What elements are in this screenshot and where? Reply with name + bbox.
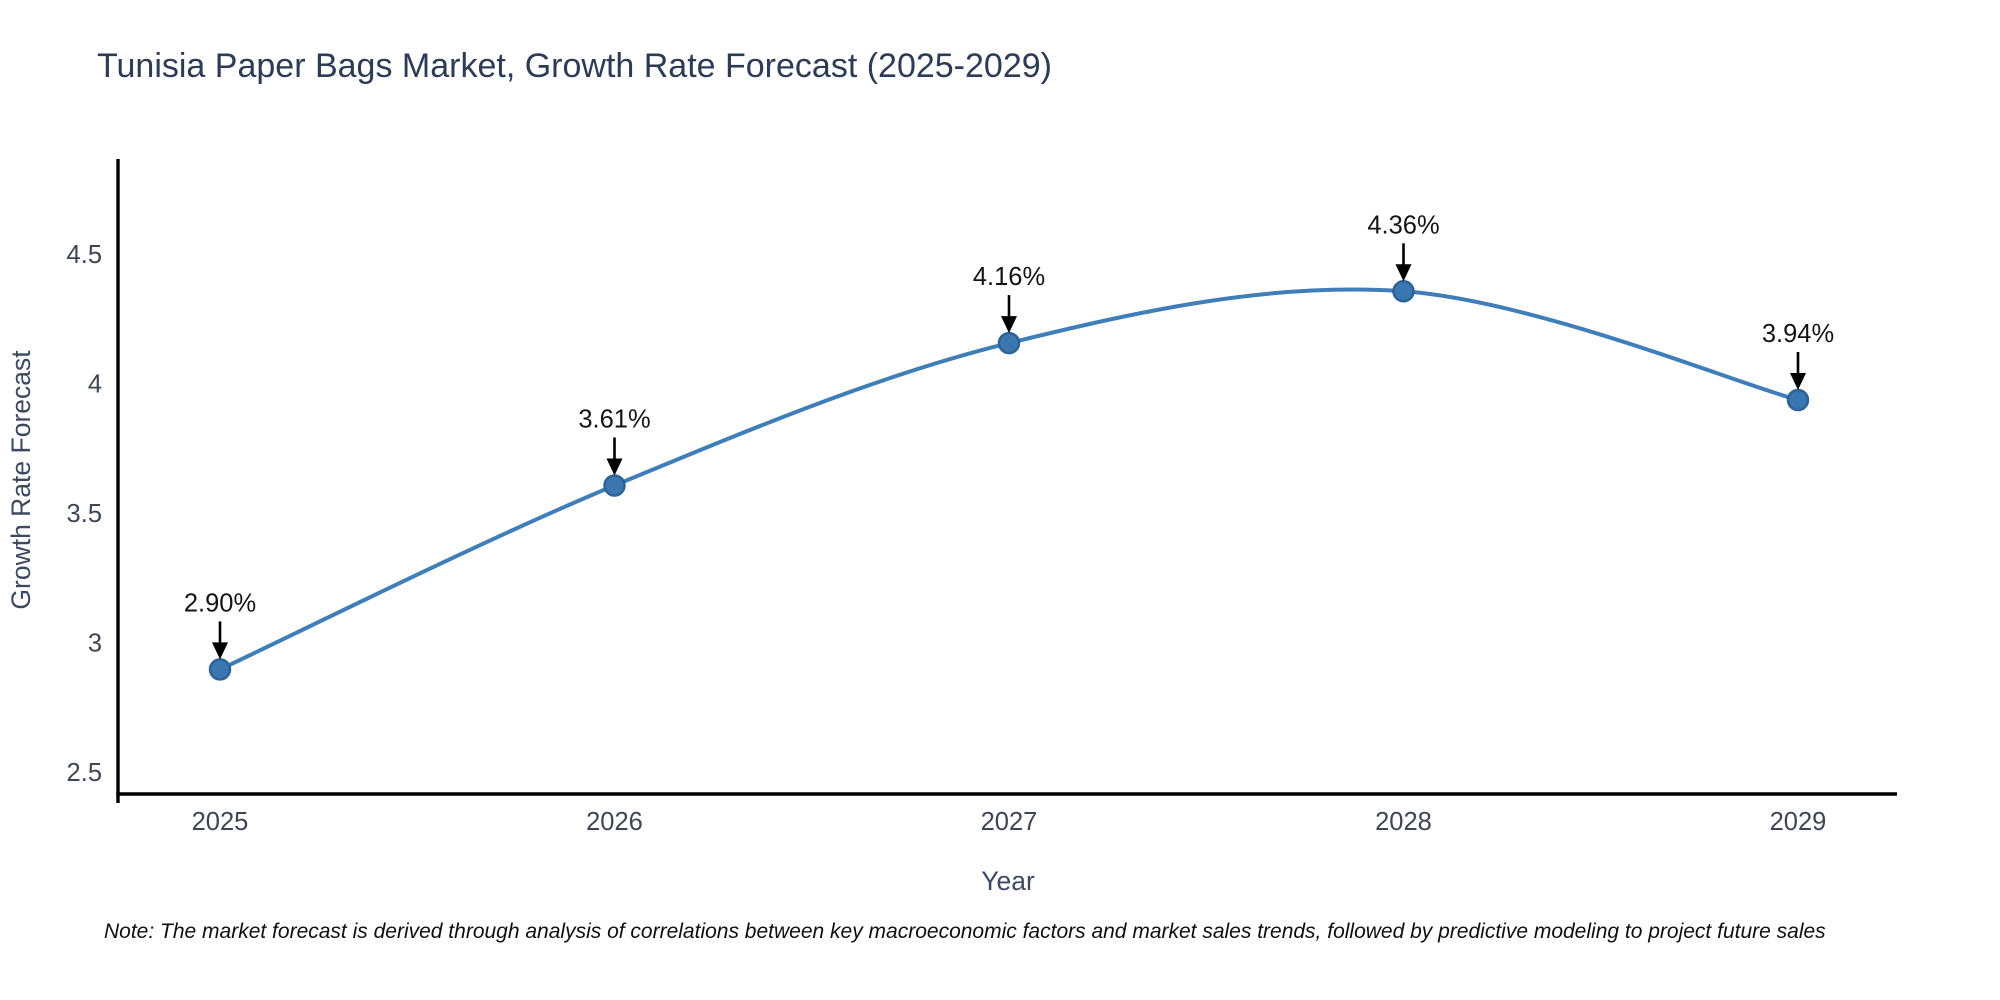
data-point-markers (208, 280, 1810, 681)
x-tick-label: 2026 (586, 808, 643, 836)
point-value-label: 2.90% (184, 589, 256, 617)
y-tick-label: 3 (88, 630, 102, 658)
data-point-marker (1786, 388, 1810, 412)
data-point-marker (1392, 280, 1415, 303)
data-point-marker (603, 474, 626, 497)
annotation-arrowhead-icon (212, 642, 228, 660)
annotation-arrowhead-icon (1395, 264, 1412, 282)
y-tick-label: 4 (88, 371, 102, 399)
y-tick-label: 4.5 (67, 241, 102, 269)
x-tick-label: 2027 (981, 808, 1038, 836)
x-axis-title: Year (981, 866, 1035, 896)
point-value-label: 3.61% (578, 406, 650, 434)
annotation-arrowhead-icon (1001, 316, 1017, 334)
y-axis-tick-labels: 2.5 3 3.5 4 4.5 (67, 241, 102, 787)
chart-title: Tunisia Paper Bags Market, Growth Rate F… (97, 47, 1052, 85)
x-tick-label: 2028 (1375, 808, 1432, 836)
footnote: Note: The market forecast is derived thr… (104, 920, 1826, 943)
point-annotations: 2.90% 3.61% 4.16% 4.36% 3.94% (184, 211, 1834, 660)
point-value-label: 4.16% (973, 263, 1045, 291)
point-value-label: 3.94% (1762, 320, 1834, 348)
annotation-arrowhead-icon (606, 458, 623, 476)
y-tick-label: 2.5 (67, 759, 102, 787)
data-point-marker (997, 331, 1021, 355)
data-point-marker (208, 658, 232, 681)
x-tick-label: 2025 (192, 808, 249, 836)
point-value-label: 4.36% (1367, 211, 1439, 239)
x-axis-tick-labels: 2025 2026 2027 2028 2029 (192, 808, 1827, 836)
y-tick-label: 3.5 (67, 500, 102, 528)
annotation-arrowhead-icon (1790, 373, 1806, 390)
y-axis-title: Growth Rate Forecast (6, 350, 36, 610)
x-tick-label: 2029 (1770, 808, 1827, 836)
